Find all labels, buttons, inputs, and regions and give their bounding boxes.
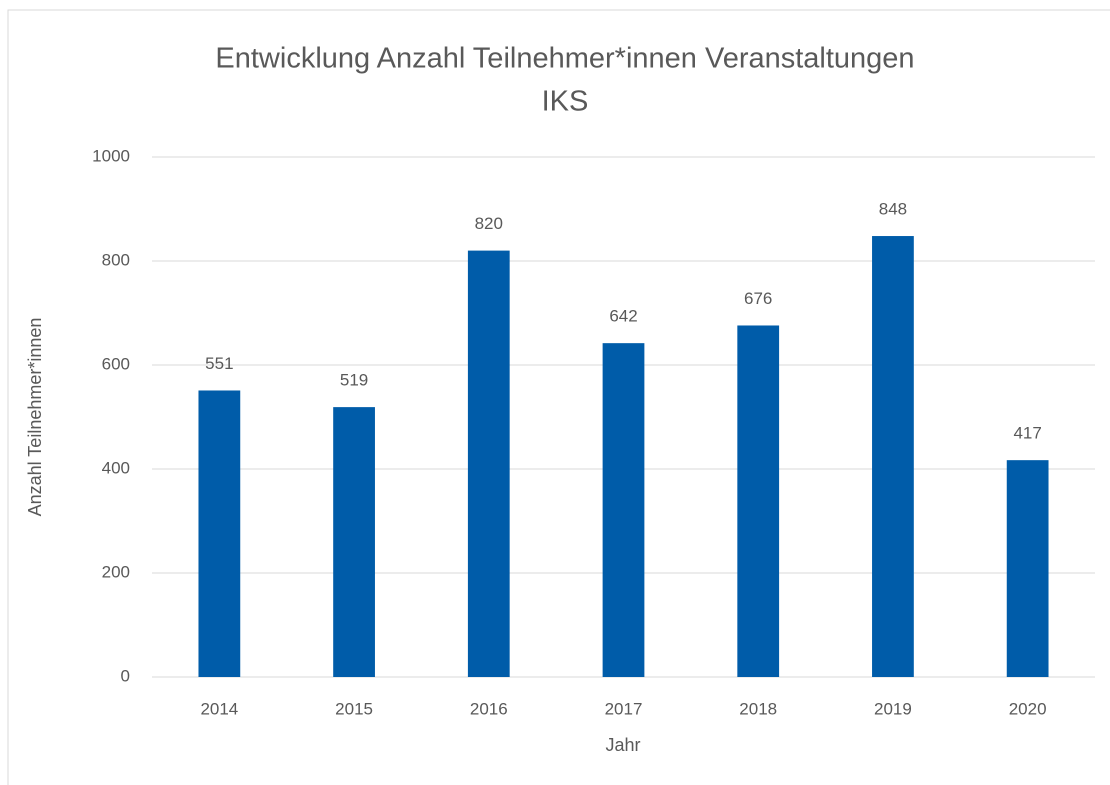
x-tick-label: 2014 — [200, 699, 238, 718]
x-tick-label: 2019 — [874, 699, 912, 718]
data-label: 519 — [340, 371, 368, 390]
x-tick-label: 2016 — [470, 699, 508, 718]
data-label: 551 — [205, 354, 233, 373]
data-label: 820 — [475, 214, 503, 233]
y-tick-label: 1000 — [92, 146, 130, 165]
bar — [198, 390, 241, 677]
y-tick-label: 0 — [121, 666, 130, 685]
y-tick-label: 200 — [102, 562, 130, 581]
chart-title: IKS — [542, 86, 589, 118]
y-tick-label: 800 — [102, 250, 130, 269]
chart-title: Entwicklung Anzahl Teilnehmer*innen Vera… — [215, 43, 914, 75]
x-tick-label: 2017 — [605, 699, 643, 718]
x-tick-label: 2015 — [335, 699, 373, 718]
bar — [467, 250, 510, 677]
bar — [872, 236, 914, 678]
x-tick-label: 2018 — [739, 699, 777, 718]
bar — [737, 325, 780, 677]
data-label: 848 — [879, 200, 907, 219]
bar — [1006, 460, 1049, 677]
x-tick-label: 2020 — [1009, 699, 1047, 718]
chart-border — [7, 9, 1110, 785]
y-axis-title: Anzahl Teilnehmer*innen — [25, 318, 45, 517]
y-tick-label: 400 — [102, 458, 130, 477]
data-label: 417 — [1013, 424, 1041, 443]
data-label: 676 — [744, 289, 772, 308]
x-axis-title: Jahr — [605, 735, 640, 755]
bar — [602, 343, 645, 677]
bar — [333, 407, 375, 677]
data-label: 642 — [609, 307, 637, 326]
y-tick-label: 600 — [102, 354, 130, 373]
